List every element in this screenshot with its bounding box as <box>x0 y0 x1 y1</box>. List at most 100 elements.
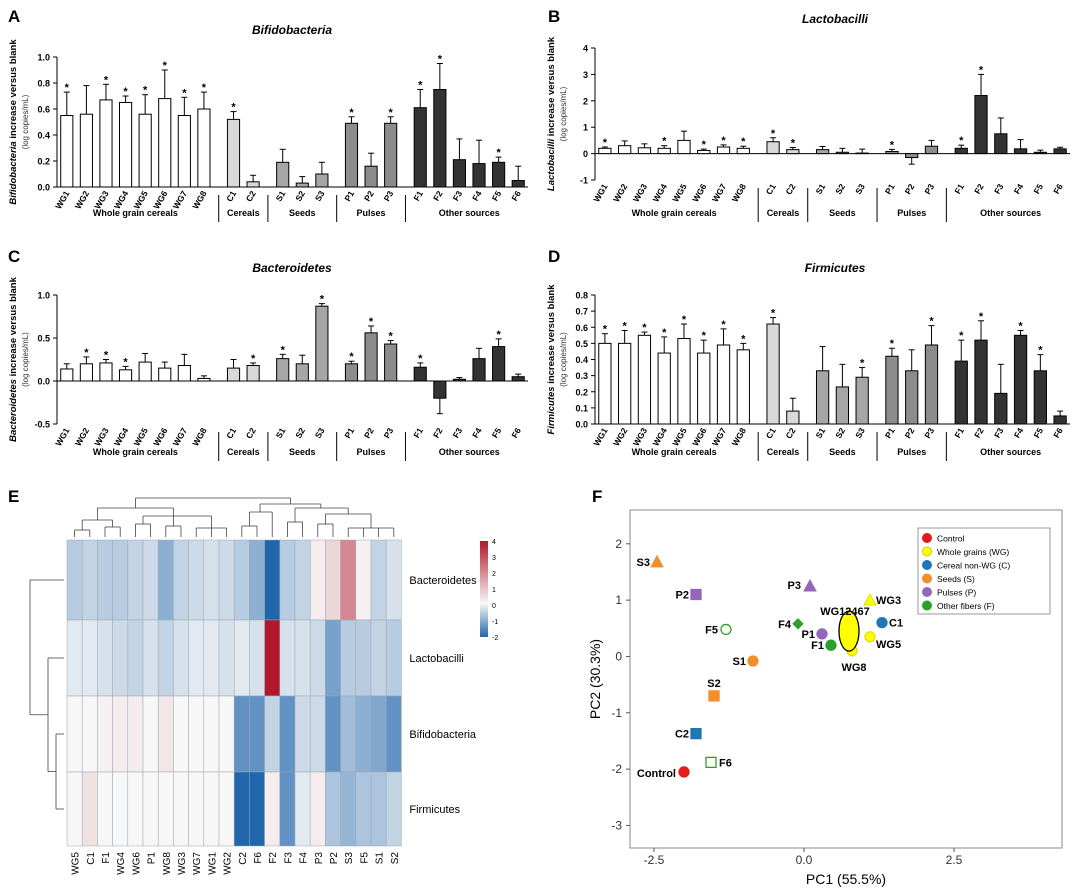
group-label: Seeds <box>289 208 316 218</box>
significance-star: * <box>721 135 726 147</box>
heatmap-panel: Bacteroidetes Lactobacilli Bifidobacteria F… <box>29 497 498 875</box>
category-label: WG1 <box>591 426 609 448</box>
heatmap-cell <box>203 539 220 621</box>
significance-star: * <box>771 128 776 140</box>
panel-title: Lactobacilli <box>802 12 869 26</box>
category-label: P1 <box>883 426 897 440</box>
y-axis-label: Bacteroidetes increase versus blank <box>8 276 19 441</box>
category-label: F3 <box>992 426 1006 440</box>
bar-p1 <box>885 355 899 425</box>
group-label: Pulses <box>357 208 386 218</box>
category-label: S1 <box>813 426 827 440</box>
panel-title: Bifidobacteria <box>252 23 332 37</box>
significance-star: * <box>603 137 608 149</box>
category-label: C1 <box>224 189 238 204</box>
category-label: C2 <box>244 189 258 204</box>
heatmap-cell <box>355 771 372 847</box>
category-label: C2 <box>244 426 258 441</box>
category-label: WG1 <box>53 426 71 448</box>
bar-s2 <box>835 151 850 155</box>
category-label: WG3 <box>92 426 110 448</box>
bar-s2 <box>835 386 850 425</box>
heatmap-cell <box>370 771 387 847</box>
category-label: WG4 <box>651 182 669 204</box>
heatmap-cell <box>264 539 281 621</box>
significance-star: * <box>496 329 501 341</box>
significance-star: * <box>320 294 325 306</box>
bar-wg5 <box>138 113 152 188</box>
heatmap-cell <box>203 771 220 847</box>
category-label: P3 <box>382 426 396 440</box>
category-label: F3 <box>451 426 465 440</box>
category-label: P3 <box>922 182 936 196</box>
heatmap-column-label: F1 <box>101 852 112 864</box>
category-label: WG3 <box>631 426 649 448</box>
heatmap-cell <box>142 539 159 621</box>
heatmap-cell <box>97 539 113 621</box>
group-label: Other sources <box>439 208 500 218</box>
y-tick-label: 0.8 <box>37 79 50 89</box>
category-label: S1 <box>813 182 827 196</box>
bar-s1 <box>276 161 290 188</box>
bar-p3 <box>924 344 939 425</box>
heatmap-cell <box>173 695 189 773</box>
point-label: P2 <box>676 590 689 602</box>
bar-f1 <box>954 360 968 425</box>
point-label: F6 <box>719 757 732 769</box>
bar-f2 <box>433 380 447 399</box>
bar-p1 <box>885 150 899 155</box>
bar-p2 <box>364 165 378 188</box>
category-label: S2 <box>833 426 847 440</box>
y-axis-label-taxon: Lactobacilli <box>546 138 557 191</box>
heatmap-cell <box>264 771 281 847</box>
category-label: WG2 <box>73 426 91 448</box>
heatmap-cell <box>203 619 220 697</box>
category-label: WG2 <box>611 426 629 448</box>
category-label: F6 <box>509 189 523 203</box>
category-label: P2 <box>903 182 917 196</box>
bar-s3 <box>315 173 329 188</box>
significance-star: * <box>662 327 667 339</box>
heatmap-cell <box>294 619 311 697</box>
point-control <box>678 766 690 778</box>
significance-star: * <box>65 82 70 94</box>
heatmap-cell <box>325 695 341 773</box>
heatmap-cell <box>279 539 296 621</box>
heatmap-cell <box>294 695 311 773</box>
heatmap-cell <box>97 695 113 773</box>
group-label: Whole grain cereals <box>93 447 178 457</box>
heatmap-column-label: WG4 <box>116 852 127 875</box>
bar-wg5 <box>138 361 152 382</box>
point-c2 <box>690 727 702 740</box>
panel-label-e: E <box>8 487 19 506</box>
category-label: S2 <box>293 189 307 203</box>
y-tick-label: 2 <box>615 537 622 551</box>
point-f6 <box>705 756 717 769</box>
y-tick-label: 0.0 <box>575 420 588 430</box>
heatmap-cell <box>385 619 402 697</box>
category-label: WG5 <box>670 182 688 204</box>
y-axis-label: Bifidobacteria increase versus blank <box>8 39 19 205</box>
significance-star: * <box>202 82 207 94</box>
category-label: C2 <box>783 182 797 197</box>
significance-star: * <box>741 333 746 345</box>
bar-f2 <box>974 95 988 155</box>
y-tick-label: 1 <box>615 593 622 607</box>
heatmap-cell <box>355 695 372 773</box>
group-label: Pulses <box>357 447 386 457</box>
y-tick-label: 0.4 <box>37 131 50 141</box>
category-label: F6 <box>509 426 523 440</box>
y-tick-label: 0.3 <box>575 371 588 381</box>
category-label: F4 <box>1012 182 1026 196</box>
significance-star: * <box>182 87 187 99</box>
significance-star: * <box>929 316 934 328</box>
heatmap-cell <box>279 771 296 847</box>
heatmap-cell <box>188 771 205 847</box>
bar-c2 <box>246 365 260 382</box>
color-scale-bar <box>480 541 488 637</box>
y-tick-label: 3 <box>583 70 588 80</box>
significance-star: * <box>959 330 964 342</box>
bar-s1 <box>815 370 830 425</box>
group-label: Pulses <box>897 447 926 457</box>
heatmap-cell <box>294 539 311 621</box>
